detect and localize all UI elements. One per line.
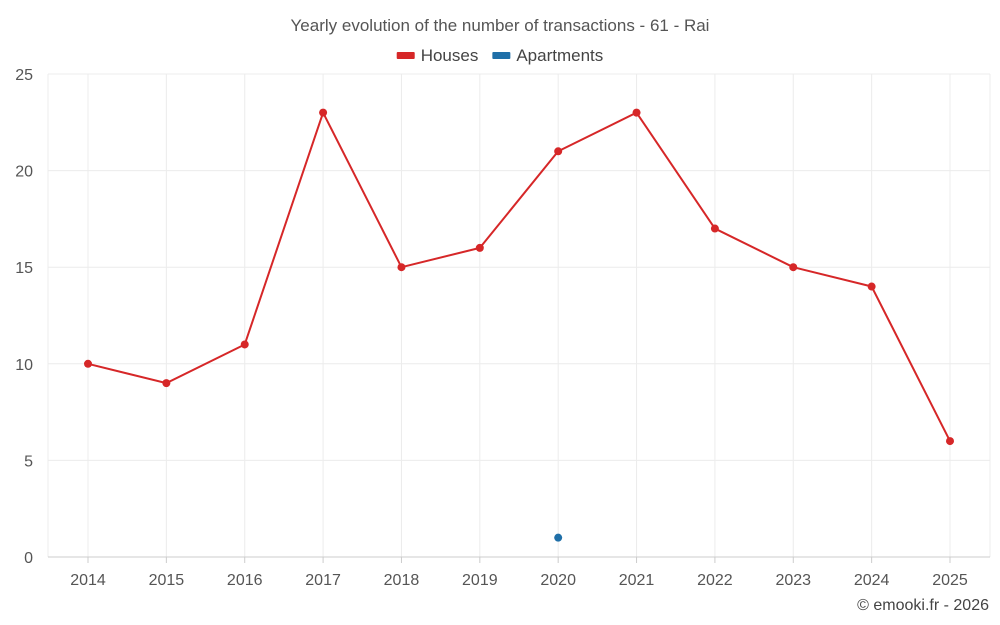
x-tick-label: 2017: [305, 572, 341, 589]
series-apartments: [554, 533, 563, 542]
data-point-houses[interactable]: [84, 359, 92, 368]
y-tick-label: 25: [15, 67, 33, 84]
x-tick-label: 2015: [149, 572, 185, 589]
x-tick-label: 2020: [540, 572, 576, 589]
credit-text: © emooki.fr - 2026: [857, 597, 989, 614]
legend-label: Apartments: [516, 46, 603, 65]
legend[interactable]: Houses Apartments: [396, 46, 604, 65]
x-tick-label: 2023: [775, 572, 811, 589]
x-tick-label: 2016: [227, 572, 263, 589]
series-houses: [84, 108, 954, 446]
data-point-houses[interactable]: [789, 263, 798, 272]
x-axis: 2014 2015 2016 2017 2018 2019 2020 2021 2022 2023…: [48, 556, 990, 589]
data-point-houses[interactable]: [554, 147, 563, 156]
data-point-houses[interactable]: [946, 437, 954, 446]
y-tick-label: 10: [15, 357, 33, 374]
chart-title: Yearly evolution of the number of transa…: [291, 16, 710, 35]
legend-item-houses[interactable]: Houses: [396, 46, 479, 65]
data-point-houses[interactable]: [240, 340, 249, 349]
x-tick-label: 2025: [932, 572, 968, 589]
x-tick-label: 2022: [697, 572, 733, 589]
x-tick-label: 2014: [70, 572, 106, 589]
data-point-houses[interactable]: [475, 243, 484, 252]
x-tick-label: 2019: [462, 572, 498, 589]
data-point-apartments[interactable]: [554, 533, 563, 542]
series-line-houses: [87, 111, 951, 442]
data-point-houses[interactable]: [162, 379, 171, 388]
grid: [47, 73, 991, 557]
y-axis: 0 5 10 15 20 25: [15, 67, 33, 567]
legend-swatch: [396, 52, 415, 59]
x-tick-label: 2024: [854, 572, 890, 589]
y-tick-label: 5: [24, 453, 33, 470]
y-tick-label: 15: [15, 260, 33, 277]
x-tick-label: 2018: [384, 572, 420, 589]
series-layer: [84, 108, 954, 542]
y-tick-label: 0: [24, 550, 33, 567]
data-point-houses[interactable]: [867, 282, 876, 291]
legend-item-apartments[interactable]: Apartments: [492, 46, 603, 65]
legend-label: Houses: [421, 46, 479, 65]
x-tick-label: 2021: [619, 572, 655, 589]
data-point-houses[interactable]: [632, 108, 641, 117]
y-tick-label: 20: [15, 164, 33, 181]
legend-swatch: [492, 52, 511, 59]
data-point-houses[interactable]: [397, 263, 406, 272]
data-point-houses[interactable]: [710, 224, 719, 233]
data-point-houses[interactable]: [319, 108, 328, 117]
